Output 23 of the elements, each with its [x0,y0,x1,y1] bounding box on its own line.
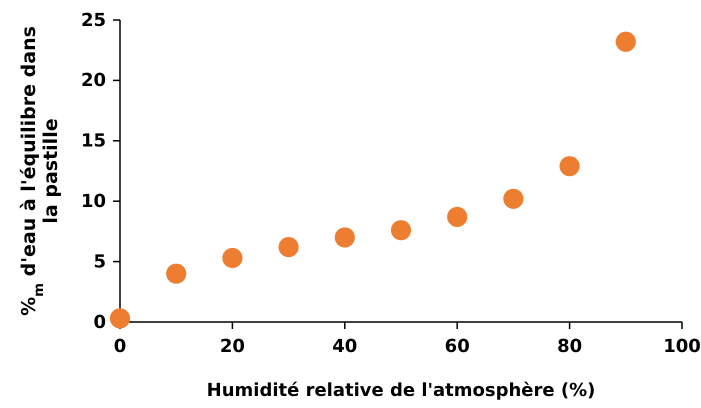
y-tick-label: 15 [80,130,106,152]
x-tick-label: 40 [332,336,358,357]
point [166,264,186,284]
point [560,156,580,176]
x-tick-label: 0 [114,336,126,357]
y-tick-label: 0 [93,312,106,333]
point [110,308,130,328]
point [278,237,299,258]
x-tick-label: 60 [444,336,470,357]
x-tick-label: 20 [220,336,245,357]
x-tick-label: 100 [663,336,701,357]
point [447,206,468,227]
y-tick-label: 5 [93,251,106,272]
point [334,227,355,248]
x-tick-label: 80 [557,336,582,357]
y-tick-label: 25 [80,10,106,31]
point [503,188,524,209]
point [390,220,412,240]
point [616,32,636,52]
y-tick-label: 10 [80,190,106,212]
x-axis-title: Humidité relative de l'atmosphère (%) [206,380,596,401]
y-tick-label: 20 [80,70,106,92]
point [222,248,242,268]
